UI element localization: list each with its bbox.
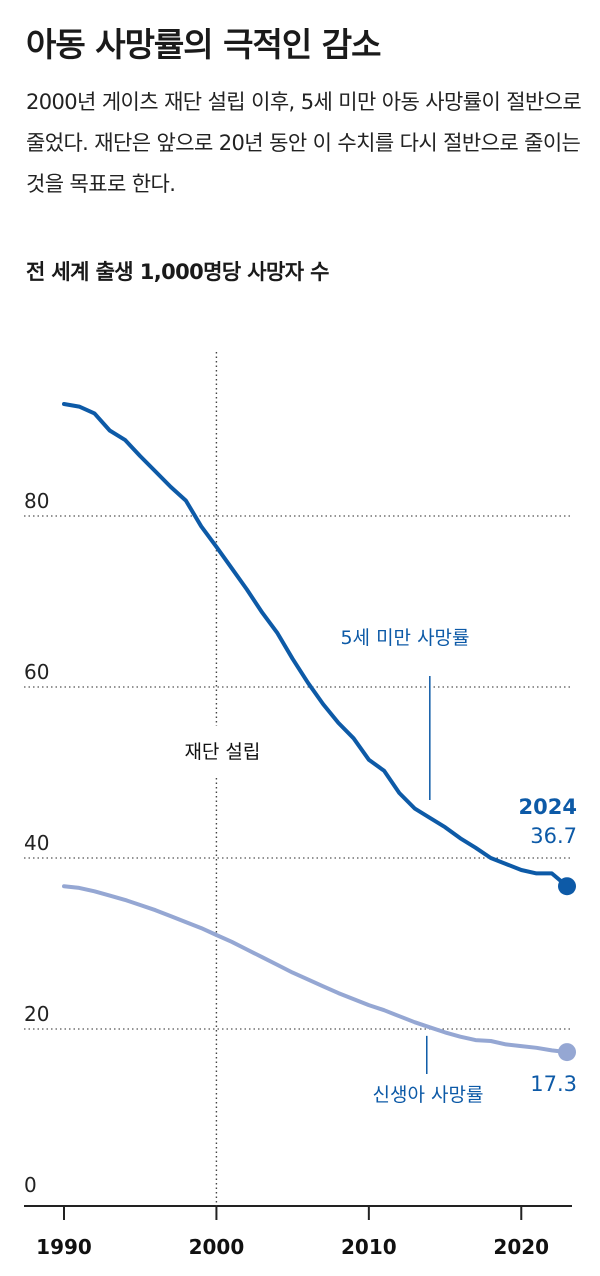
x-tick-label-1990: 1990: [36, 1235, 92, 1259]
chart-subtitle: 2000년 게이츠 재단 설립 이후, 5세 미만 아동 사망률이 절반으로 줄…: [26, 90, 582, 196]
under5-mortality-line: [62, 402, 569, 889]
x-tick-label-2020: 2020: [493, 1235, 549, 1259]
chart-title: 아동 사망률의 극적인 감소: [26, 25, 381, 64]
x-tick-label-2010: 2010: [341, 1235, 397, 1259]
neonatal-end-value: 17.3: [530, 1072, 577, 1096]
neonatal-end-marker: [558, 1043, 576, 1062]
y-tick-label-20: 20: [24, 1002, 49, 1026]
neonatal-series-label: 신생아 사망률: [373, 1084, 484, 1106]
y-axis-title: 전 세계 출생 1,000명당 사망자 수: [26, 260, 330, 284]
under5-series-label: 5세 미만 사망률: [340, 627, 469, 649]
under5-end-marker: [558, 877, 576, 896]
x-tick-label-2000: 2000: [189, 1235, 245, 1259]
y-tick-label-0: 0: [24, 1173, 37, 1197]
neonatal-mortality-line: [62, 884, 569, 1055]
y-tick-label-60: 60: [24, 660, 49, 684]
y-tick-label-80: 80: [24, 489, 49, 513]
under5-end-value: 36.7: [530, 824, 577, 848]
end-year-label: 2024: [519, 795, 577, 819]
y-tick-label-40: 40: [24, 831, 49, 855]
foundation-label: 재단 설립: [184, 741, 260, 763]
